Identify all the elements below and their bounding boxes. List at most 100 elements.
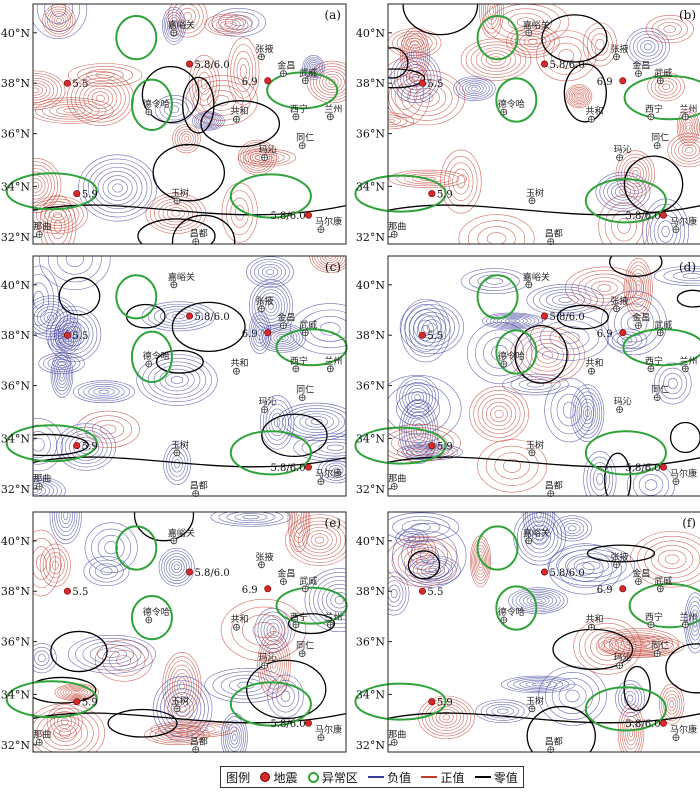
earthquake-marker-icon [659,719,667,727]
earthquake-magnitude-label: 5.9 [437,442,453,453]
earthquake-magnitude-label: 5.8/6.0 [270,719,305,730]
earthquake-marker-icon [186,312,194,320]
city-label: 武威 [654,67,672,79]
city-label: 武威 [654,319,672,331]
city-label: 玉树 [526,439,544,451]
city-label: 西宁 [645,103,663,115]
earthquake-magnitude-label: 5.8/6.0 [195,568,230,579]
anomaly-zone [495,77,538,123]
earthquake-magnitude-label: 6.9 [597,77,613,88]
city-label: 共和 [585,106,603,117]
city-label: 嘉峪关 [523,527,550,539]
city-label: 玉树 [171,439,189,451]
earthquake-magnitude-label: 5.9 [82,190,98,201]
anomaly-zone [476,274,519,320]
latitude-label: 40°N [1,535,30,548]
city-label: 武威 [299,319,317,331]
city-label: 西宁 [290,611,308,623]
city-label: 玉树 [526,695,544,707]
latitude-label: 36°N [1,128,30,141]
city-label: 张掖 [610,551,628,563]
city-label: 马尔康 [670,468,697,480]
earthquake-magnitude-label: 5.5 [72,79,88,90]
legend-earthquake-label: 地震 [273,770,298,785]
anomaly-zone [115,14,158,61]
anomaly-zone [266,71,339,110]
earthquake-magnitude-label: 6.9 [597,329,613,340]
city-label: 昌都 [545,737,563,748]
city-label: 那曲 [33,729,51,740]
city-label: 那曲 [388,473,406,484]
city-label: 金昌 [277,312,295,324]
earthquake-magnitude-label: 5.5 [72,587,88,598]
city-label: 西宁 [645,355,663,367]
anomaly-zone [476,525,519,571]
earthquake-marker-icon [304,463,312,471]
city-label: 那曲 [388,221,406,232]
city-label: 德令哈 [498,606,525,618]
city-label: 昌都 [190,737,208,748]
anomaly-zone [476,14,519,61]
earthquake-marker-icon [304,211,312,219]
earthquake-magnitude-label: 5.5 [427,331,443,342]
earthquake-magnitude-label: 5.8/6.0 [625,463,660,474]
city-label: 张掖 [610,43,628,55]
negative-line-icon [368,776,385,778]
city-label: 德令哈 [498,350,525,362]
earthquake-magnitude-label: 5.9 [437,698,453,709]
city-label: 昌都 [545,481,563,492]
latitude-label: 38°N [356,585,385,598]
earthquake-magnitude-label: 5.9 [82,698,98,709]
city-label: 嘉峪关 [168,19,195,31]
city-label: 嘉峪关 [168,527,195,539]
city-label: 兰州 [324,355,342,367]
panel-label: (f) [682,516,696,530]
panel-label: (a) [324,8,341,22]
earthquake-magnitude-label: 5.8/6.0 [625,211,660,222]
earthquake-marker-icon [428,698,436,706]
city-label: 兰州 [679,611,697,623]
city-label: 金昌 [632,568,650,580]
anomaly-zone [130,330,173,383]
earthquake-marker-icon [264,585,272,593]
city-label: 西宁 [290,103,308,115]
city-label: 马尔康 [315,468,342,480]
anomaly-zone [354,426,447,465]
earthquake-marker-icon [264,329,272,337]
city-label: 金昌 [632,60,650,72]
city-label: 马尔康 [670,216,697,228]
panel-label: (b) [679,8,696,22]
latitude-label: 34°N [356,688,385,701]
latitude-label: 36°N [356,636,385,649]
panel-label: (d) [679,260,696,274]
latitude-label: 32°N [1,231,30,244]
latitude-label: 40°N [356,535,385,548]
earthquake-marker-icon [63,79,71,87]
city-label: 同仁 [651,640,669,652]
city-label: 玛沁 [259,145,277,156]
panel-frame [32,3,347,245]
city-label: 武威 [654,575,672,587]
anomaly-zone [628,583,700,629]
city-label: 西宁 [645,611,663,623]
city-label: 兰州 [679,103,697,115]
panel-frame [387,3,700,245]
city-label: 武威 [299,575,317,587]
city-label: 昌都 [190,481,208,492]
earthquake-magnitude-label: 5.5 [72,331,88,342]
latitude-label: 34°N [1,432,30,445]
city-label: 玉树 [171,187,189,199]
city-label: 金昌 [277,60,295,72]
earthquake-magnitude-label: 6.9 [242,329,258,340]
earthquake-marker-icon [260,772,271,782]
city-label: 金昌 [632,312,650,324]
city-label: 玉树 [171,695,189,707]
city-label: 张掖 [255,43,273,55]
latitude-label: 38°N [1,329,30,342]
panel-frame [32,511,347,753]
latitude-label: 32°N [356,739,385,752]
city-label: 昌都 [545,229,563,240]
